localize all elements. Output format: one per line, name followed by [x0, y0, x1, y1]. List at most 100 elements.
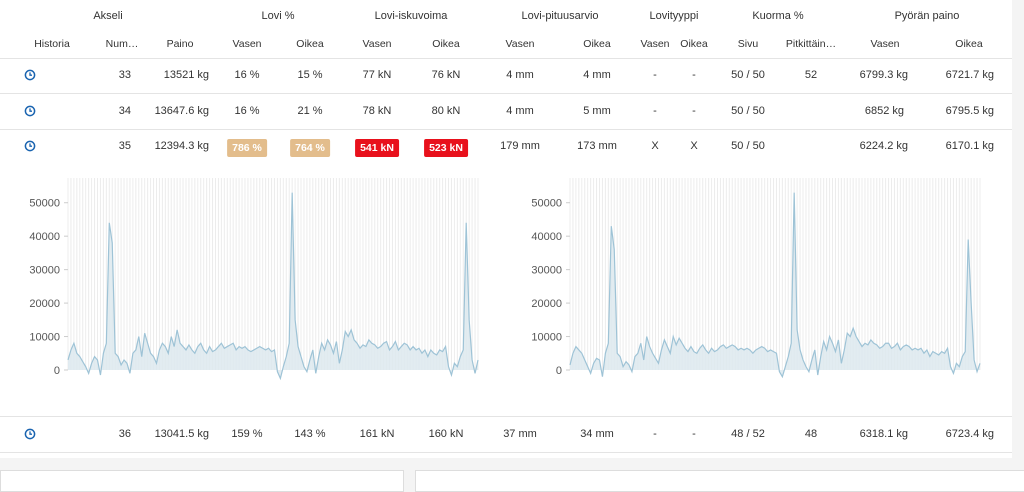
cell-sivu: 50 / 50 [731, 105, 765, 117]
col-isku-vasen[interactable]: Vasen [362, 38, 392, 50]
group-lovityyppi: Lovityyppi [649, 10, 699, 22]
warning-badge: 786 % [227, 139, 267, 157]
col-lovi-oikea[interactable]: Oikea [296, 38, 324, 50]
series-line [67, 192, 479, 381]
bottom-card-left [0, 470, 404, 492]
left-wheel-chart: 0 10000 20000 30000 40000 50000 [29, 178, 479, 381]
table-row[interactable]: 34 13647.6 kg 16 % 21 % 78 kN 80 kN 4 mm… [0, 94, 1012, 130]
cell-pitkittain: 48 [804, 428, 818, 440]
y-tick-label: 10000 [531, 332, 562, 344]
cell-lovi-vasen: 159 % [231, 428, 263, 440]
history-icon[interactable] [24, 140, 36, 152]
y-tick-label: 30000 [29, 265, 60, 277]
col-sivu[interactable]: Sivu [737, 38, 759, 50]
warning-badge: 764 % [290, 139, 330, 157]
cell-pituus-oikea: 173 mm [577, 140, 617, 152]
group-header-row: Akseli Lovi % Lovi-iskuvoima Lovi-pituus… [0, 0, 1012, 32]
cell-pitkittain: 52 [804, 69, 818, 81]
cell-tyyppi-oikea: - [692, 428, 696, 440]
cell-isku-vasen: 78 kN [362, 105, 392, 117]
cell-lovi-oikea: 21 % [297, 105, 323, 117]
right-wheel-chart: 0 10000 20000 30000 40000 50000 [531, 178, 981, 379]
group-lovi-pct: Lovi % [261, 10, 295, 22]
y-tick-label: 20000 [531, 298, 562, 310]
series-line [569, 192, 981, 379]
cell-isku-vasen: 161 kN [359, 428, 395, 440]
cell-paino: 13041.5 kg [154, 428, 209, 440]
col-historia[interactable]: Historia [34, 38, 70, 50]
history-icon[interactable] [24, 428, 36, 440]
cell-tyyppi-oikea: - [692, 69, 696, 81]
cell-paino: 12394.3 kg [154, 140, 209, 152]
y-tick-label: 40000 [29, 231, 60, 243]
y-tick-label: 0 [556, 365, 562, 377]
cell-isku-oikea: 80 kN [431, 105, 461, 117]
cell-numero: 36 [118, 428, 131, 440]
cell-pituus-oikea: 4 mm [583, 69, 611, 81]
history-icon[interactable] [24, 105, 36, 117]
col-tyyppi-vasen[interactable]: Vasen [640, 38, 670, 50]
cell-isku-oikea: 160 kN [428, 428, 464, 440]
cell-isku-vasen: 77 kN [362, 69, 392, 81]
group-kuorma: Kuorma % [752, 10, 804, 22]
cell-pituus-vasen: 4 mm [506, 105, 534, 117]
cell-tyyppi-vasen: X [651, 140, 659, 152]
y-tick-label: 50000 [531, 198, 562, 210]
cell-lovi-vasen: 16 % [234, 69, 260, 81]
cell-pituus-vasen: 179 mm [500, 140, 540, 152]
cell-tyyppi-oikea: - [692, 105, 696, 117]
cell-paino-oikea: 6170.1 kg [945, 140, 994, 152]
series-area [68, 192, 478, 379]
axle-table: Akseli Lovi % Lovi-iskuvoima Lovi-pituus… [0, 0, 1012, 458]
cell-tyyppi-vasen: - [653, 105, 657, 117]
cell-pituus-oikea: 34 mm [580, 428, 614, 440]
col-paino[interactable]: Paino [166, 38, 194, 50]
alert-badge: 541 kN [355, 139, 399, 157]
group-lovi-pituus: Lovi-pituusarvio [521, 10, 599, 22]
col-isku-oikea[interactable]: Oikea [432, 38, 460, 50]
cell-tyyppi-vasen: - [653, 428, 657, 440]
cell-numero: 33 [118, 69, 131, 81]
cell-paino-oikea: 6795.5 kg [945, 105, 994, 117]
col-paino-vasen[interactable]: Vasen [870, 38, 900, 50]
cell-isku-oikea: 523 kN [424, 139, 468, 157]
cell-paino-oikea: 6721.7 kg [945, 69, 994, 81]
y-tick-label: 0 [54, 365, 60, 377]
series-area [570, 192, 980, 377]
col-tyyppi-oikea[interactable]: Oikea [680, 38, 708, 50]
cell-paino-vasen: 6224.2 kg [859, 140, 908, 152]
history-icon[interactable] [24, 69, 36, 81]
cell-numero: 34 [118, 105, 131, 117]
col-pituus-vasen[interactable]: Vasen [505, 38, 535, 50]
cell-paino-vasen: 6852 kg [864, 105, 904, 117]
cell-paino: 13647.6 kg [154, 105, 209, 117]
group-lovi-isku: Lovi-iskuvoima [374, 10, 448, 22]
y-tick-label: 20000 [29, 298, 60, 310]
column-header-row: Historia Num… Paino Vasen Oikea Vasen Oi… [0, 32, 1012, 59]
cell-paino-vasen: 6318.1 kg [859, 428, 908, 440]
cell-sivu: 48 / 52 [731, 428, 765, 440]
bottom-card-right [415, 470, 1024, 492]
col-numero[interactable]: Num… [105, 38, 139, 50]
cell-lovi-vasen: 786 % [227, 139, 267, 157]
table-row[interactable]: 36 13041.5 kg 159 % 143 % 161 kN 160 kN … [0, 417, 1012, 453]
y-tick-label: 10000 [29, 332, 60, 344]
table-row[interactable]: 33 13521 kg 16 % 15 % 77 kN 76 kN 4 mm 4… [0, 58, 1012, 94]
table-row-expanded[interactable]: 35 12394.3 kg 786 % 764 % 541 kN 523 kN … [0, 130, 1012, 417]
cell-lovi-oikea: 143 % [294, 428, 326, 440]
cell-numero: 35 [118, 140, 131, 152]
col-paino-oikea[interactable]: Oikea [955, 38, 983, 50]
cell-pituus-vasen: 4 mm [506, 69, 534, 81]
y-tick-label: 30000 [531, 265, 562, 277]
cell-tyyppi-vasen: - [653, 69, 657, 81]
cell-tyyppi-oikea: X [690, 140, 698, 152]
y-tick-label: 50000 [29, 198, 60, 210]
cell-lovi-oikea: 764 % [290, 139, 330, 157]
col-pituus-oikea[interactable]: Oikea [583, 38, 611, 50]
cell-paino-oikea: 6723.4 kg [945, 428, 994, 440]
y-tick-label: 40000 [531, 231, 562, 243]
cell-lovi-vasen: 16 % [234, 105, 260, 117]
col-lovi-vasen[interactable]: Vasen [232, 38, 262, 50]
cell-paino-vasen: 6799.3 kg [859, 69, 908, 81]
col-pitkittain[interactable]: Pitkittäin… [785, 38, 837, 50]
